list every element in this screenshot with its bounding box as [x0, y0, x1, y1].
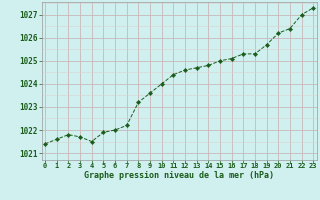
X-axis label: Graphe pression niveau de la mer (hPa): Graphe pression niveau de la mer (hPa): [84, 171, 274, 180]
